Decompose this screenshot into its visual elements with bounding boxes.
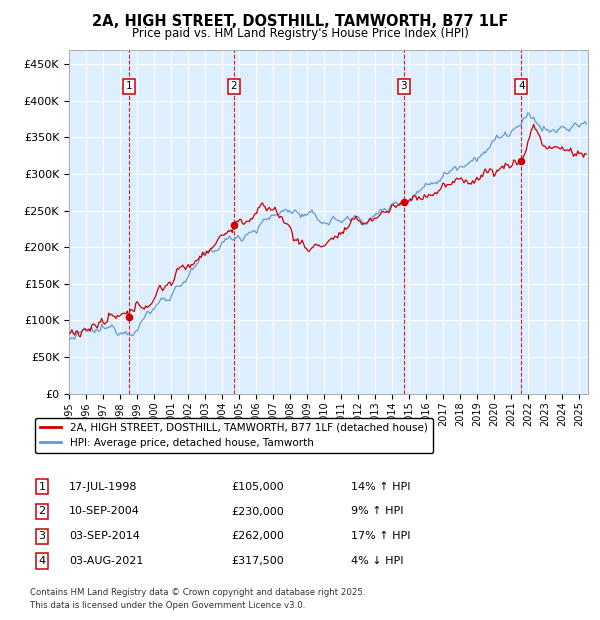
Text: 10-SEP-2004: 10-SEP-2004 bbox=[69, 507, 140, 516]
Text: £317,500: £317,500 bbox=[231, 556, 284, 566]
Text: 4% ↓ HPI: 4% ↓ HPI bbox=[351, 556, 404, 566]
Legend: 2A, HIGH STREET, DOSTHILL, TAMWORTH, B77 1LF (detached house), HPI: Average pric: 2A, HIGH STREET, DOSTHILL, TAMWORTH, B77… bbox=[35, 417, 433, 453]
Text: 2A, HIGH STREET, DOSTHILL, TAMWORTH, B77 1LF: 2A, HIGH STREET, DOSTHILL, TAMWORTH, B77… bbox=[92, 14, 508, 29]
Text: 4: 4 bbox=[518, 81, 524, 91]
Text: 14% ↑ HPI: 14% ↑ HPI bbox=[351, 482, 410, 492]
Text: 17% ↑ HPI: 17% ↑ HPI bbox=[351, 531, 410, 541]
Text: 2: 2 bbox=[38, 507, 46, 516]
Text: Price paid vs. HM Land Registry's House Price Index (HPI): Price paid vs. HM Land Registry's House … bbox=[131, 27, 469, 40]
Text: 9% ↑ HPI: 9% ↑ HPI bbox=[351, 507, 404, 516]
Text: £105,000: £105,000 bbox=[231, 482, 284, 492]
Text: 03-AUG-2021: 03-AUG-2021 bbox=[69, 556, 143, 566]
Text: 1: 1 bbox=[38, 482, 46, 492]
Text: £230,000: £230,000 bbox=[231, 507, 284, 516]
Text: £262,000: £262,000 bbox=[231, 531, 284, 541]
Text: 3: 3 bbox=[400, 81, 407, 91]
Text: 1: 1 bbox=[126, 81, 133, 91]
Text: 03-SEP-2014: 03-SEP-2014 bbox=[69, 531, 140, 541]
Text: 17-JUL-1998: 17-JUL-1998 bbox=[69, 482, 137, 492]
Text: This data is licensed under the Open Government Licence v3.0.: This data is licensed under the Open Gov… bbox=[30, 601, 305, 611]
Text: 2: 2 bbox=[230, 81, 237, 91]
Text: 4: 4 bbox=[38, 556, 46, 566]
Text: Contains HM Land Registry data © Crown copyright and database right 2025.: Contains HM Land Registry data © Crown c… bbox=[30, 588, 365, 597]
Text: 3: 3 bbox=[38, 531, 46, 541]
